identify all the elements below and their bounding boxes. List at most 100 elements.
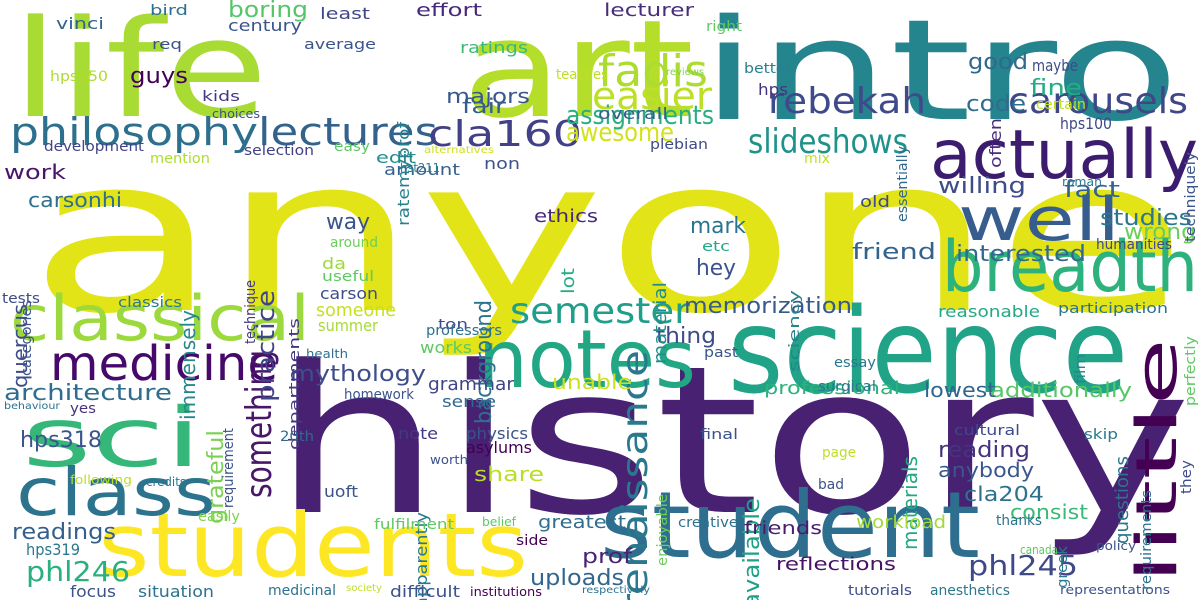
word-share: share: [474, 462, 544, 486]
word-history: history: [272, 323, 1192, 561]
word-note: note: [398, 424, 438, 443]
word-worth: worth: [430, 453, 468, 467]
word-cultural: cultural: [954, 423, 1020, 439]
word-respectively: respectively: [582, 585, 650, 596]
word-req: req: [152, 37, 182, 53]
word-hps318: hps318: [20, 428, 102, 453]
word-student: student: [600, 472, 980, 579]
word-techniquely: techniquely: [1183, 152, 1199, 242]
word-participation: participation: [1058, 301, 1168, 317]
word-mythology: mythology: [290, 362, 426, 387]
word-sense: sense: [442, 392, 496, 411]
word-teaches: teaches: [556, 67, 608, 83]
word-surgical: surgical: [818, 379, 876, 395]
word-humanities: humanities: [1096, 237, 1172, 253]
word-assignments: assignments: [566, 101, 714, 131]
word-thanks: thanks: [996, 513, 1042, 529]
word-fine: fine: [1030, 76, 1082, 101]
word-hst211: hst211: [400, 161, 440, 175]
word-material: material: [650, 282, 671, 364]
word-categories: categories: [19, 300, 35, 376]
word-essay: essay: [834, 355, 876, 371]
word-lectures: lectures: [258, 110, 438, 154]
word-hps: hps: [758, 80, 788, 99]
word-technique: technique: [243, 280, 259, 344]
word-friends: friends: [744, 518, 822, 539]
word-uploads: uploads: [530, 566, 624, 591]
word-choices: choices: [212, 107, 260, 121]
word-around: around: [330, 235, 378, 251]
word-grammar: grammar: [428, 374, 514, 395]
word-studies: studies: [1100, 206, 1192, 231]
word-mix: mix: [804, 151, 830, 167]
word-memorization: memorization: [684, 294, 852, 319]
word-sci: sci: [22, 391, 202, 486]
word-anesthetics: anesthetics: [930, 583, 1010, 599]
word-perfectly: perfectly: [1183, 336, 1199, 406]
word-lot: lot: [558, 268, 579, 294]
word-medicinal: medicinal: [268, 583, 336, 599]
word-slideshows: slideshows: [748, 122, 908, 162]
word-works: works: [420, 338, 472, 357]
word-fadis: fadis: [598, 46, 708, 97]
word-majors: majors: [446, 84, 530, 108]
word-old: old: [860, 192, 890, 211]
word-way: way: [326, 210, 370, 235]
word-belief: belief: [482, 515, 516, 529]
word-requirements: requirements: [1139, 490, 1155, 590]
word-tutorials: tutorials: [848, 583, 912, 599]
word-ethics: ethics: [534, 206, 598, 227]
word-reviews: reviews: [666, 67, 704, 78]
word-life: life: [12, 0, 268, 148]
word-well: well: [958, 185, 1120, 255]
word-students: students: [98, 494, 528, 597]
word-final: final: [700, 427, 738, 443]
word-reasonable: reasonable: [938, 302, 1040, 321]
word-useful: useful: [322, 269, 374, 285]
word-da: da: [322, 254, 346, 273]
word-health: health: [306, 347, 348, 361]
word-notes: notes: [478, 313, 696, 406]
word-materials: materials: [898, 456, 922, 550]
word-boring: boring: [228, 0, 308, 23]
word-medicine: medicine: [50, 336, 278, 392]
word-professional: professional: [764, 378, 900, 399]
word-easily: easily: [198, 509, 240, 525]
word-average: average: [304, 37, 376, 53]
word-willing: willing: [938, 174, 1026, 199]
word-easier: easier: [592, 74, 712, 118]
word-asylums: asylums: [466, 438, 532, 457]
word-homework: homework: [344, 387, 414, 403]
word-sciency: sciency: [787, 290, 803, 372]
word-hps100: hps100: [1060, 114, 1112, 133]
word-page: page: [822, 445, 856, 461]
word-art: art: [462, 0, 694, 148]
word-effort: effort: [416, 0, 482, 21]
word-right: right: [706, 19, 742, 35]
word-behaviour: behaviour: [4, 401, 60, 412]
word-following: following: [70, 473, 132, 487]
word-anyone: anyone: [28, 110, 1188, 361]
word-lowest: lowest: [924, 378, 996, 402]
word-uoft: uoft: [324, 482, 358, 501]
word-anybody: anybody: [938, 458, 1034, 482]
word-cla160: cla160: [428, 114, 582, 155]
word-hey: hey: [696, 256, 736, 281]
word-etc: etc: [702, 239, 730, 255]
word-creative: creative: [678, 515, 738, 531]
word-intro: intro: [700, 0, 1180, 153]
word-fact: fact: [1064, 178, 1120, 203]
word-awesome: awesome: [566, 118, 674, 148]
word-policy: policy: [1096, 539, 1136, 553]
word-additionally: additionally: [990, 378, 1132, 402]
word-immensely: immensely: [176, 310, 200, 420]
word-physics: physics: [466, 424, 528, 443]
word-requirement: requirement: [221, 428, 237, 508]
word-maybe: maybe: [1032, 56, 1078, 75]
word-alternatives: alternatives: [424, 145, 494, 156]
word-good: good: [968, 50, 1028, 75]
word-century: century: [228, 16, 302, 35]
word-often: often: [986, 118, 1005, 168]
word-vinci: vinci: [56, 14, 104, 33]
word-science: science: [728, 282, 1128, 420]
